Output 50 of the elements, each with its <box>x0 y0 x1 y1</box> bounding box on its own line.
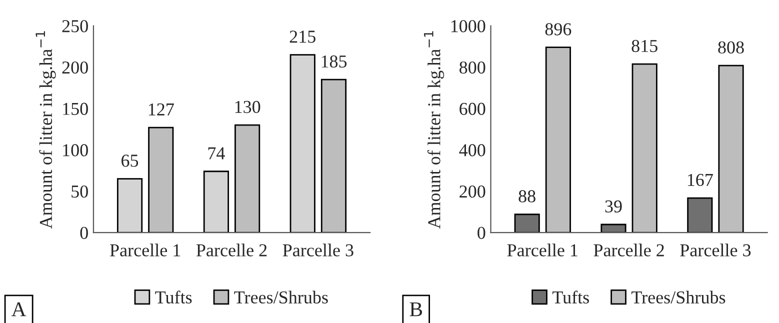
data-label: 896 <box>545 23 572 36</box>
legend-label: Tufts <box>552 290 589 304</box>
y-axis-title: Amount of litter in kg.ha$^{−1}$ <box>424 31 444 229</box>
bar <box>116 178 143 233</box>
data-label: 185 <box>322 55 347 68</box>
data-label: 74 <box>208 147 225 160</box>
bar <box>148 126 174 233</box>
data-label: 167 <box>688 174 713 186</box>
bar <box>545 46 571 233</box>
bar <box>290 54 316 233</box>
bar <box>632 63 658 233</box>
y-tick-label: 150 <box>63 102 88 115</box>
y-axis-title: Amount of litter in kg.ha$^{−1}$ <box>36 31 56 229</box>
data-label: 215 <box>290 30 316 43</box>
legend-label: Trees/Shrubs <box>234 290 328 304</box>
data-label: 815 <box>632 40 658 52</box>
bar <box>234 124 260 233</box>
bar <box>514 214 540 233</box>
text: A <box>11 302 26 316</box>
y-tick-label: 1000 <box>451 20 486 32</box>
y-tick-label: 250 <box>62 20 88 32</box>
y-tick-label: 600 <box>460 102 486 115</box>
x-tick-label: Parcelle 2 <box>196 244 267 256</box>
bar <box>203 170 229 233</box>
y-tick-label: 0 <box>478 226 486 239</box>
bar <box>320 78 347 233</box>
y-tick-label: 0 <box>80 226 88 239</box>
data-label: 130 <box>235 100 260 114</box>
bar <box>600 224 626 233</box>
y-tick-label: 200 <box>460 185 486 198</box>
text: B <box>410 302 422 316</box>
y-tick-label: 100 <box>63 144 88 156</box>
y-tick-label: 50 <box>72 185 88 198</box>
data-label: 88 <box>518 190 536 202</box>
legend-label: Trees/Shrubs <box>631 290 726 304</box>
x-tick-label: Parcelle 3 <box>282 244 354 256</box>
data-label: 65 <box>122 154 138 167</box>
x-tick-label: Parcelle 3 <box>680 244 751 256</box>
x-tick-label: Parcelle 1 <box>110 244 180 256</box>
x-tick-label: Parcelle 2 <box>594 244 664 256</box>
x-tick-label: Parcelle 1 <box>507 244 578 256</box>
bar <box>687 197 713 233</box>
legend-label: Tufts <box>155 290 192 304</box>
data-label: 39 <box>605 200 622 212</box>
data-label: 808 <box>718 41 744 54</box>
y-tick-label: 200 <box>62 61 88 74</box>
y-tick-label: 800 <box>460 61 486 74</box>
bar <box>718 64 744 233</box>
y-tick-label: 400 <box>459 144 486 156</box>
data-label: 127 <box>148 103 174 116</box>
